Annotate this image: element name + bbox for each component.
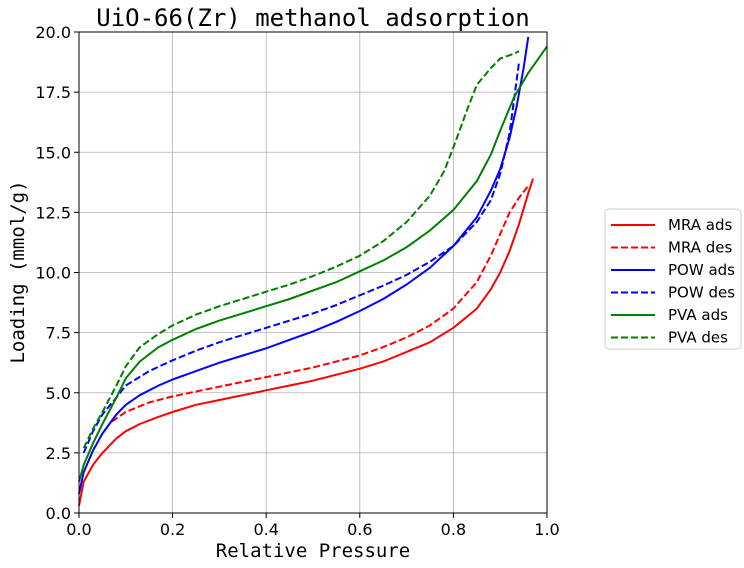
y-tick-label: 10.0 [35,264,71,283]
y-tick-label: 15.0 [35,143,71,162]
y-tick-label: 7.5 [46,324,71,343]
series-line-pva-ads [78,45,548,482]
series-line-pow-des [82,63,520,454]
chart-grid [78,31,548,514]
y-tick-label: 20.0 [35,23,71,42]
x-tick-label: 0.8 [441,520,466,539]
y-tick-label: 5.0 [46,384,71,403]
x-tick-label: 0.2 [160,520,185,539]
series-line-pva-des [82,50,520,449]
series-layer [78,36,548,506]
x-tick-label: 1.0 [534,520,559,539]
x-tick-label: 0.4 [253,520,278,539]
legend-label: PVA des [668,329,728,347]
legend-label: MRA des [668,239,733,257]
legend: MRA ads MRA des POW ads POW des PVA ads PVA d… [604,208,742,350]
legend-label: POW ads [668,261,735,279]
axis-ticks: 0.0 0.2 0.4 0.6 0.8 1.0 0.0 2.5 5.0 7.5 10.0 12.5 15… [35,23,559,539]
series-line-mra-des [111,185,530,423]
x-axis-label: Relative Pressure [216,540,410,562]
series-line-pow-ads [78,36,530,495]
series-line-mra-ads [78,178,534,506]
chart-title: UiO-66(Zr) methanol adsorption [96,4,529,32]
y-axis-label: Loading (mmol/g) [7,180,29,363]
y-tick-label: 0.0 [46,504,71,523]
x-tick-label: 0.6 [347,520,372,539]
y-tick-label: 17.5 [35,83,71,102]
y-tick-label: 12.5 [35,203,71,222]
legend-label: MRA ads [668,216,732,234]
x-tick-label: 0.0 [66,520,91,539]
y-tick-label: 2.5 [46,444,71,463]
legend-label: POW des [668,284,735,302]
legend-label: PVA ads [668,306,728,324]
